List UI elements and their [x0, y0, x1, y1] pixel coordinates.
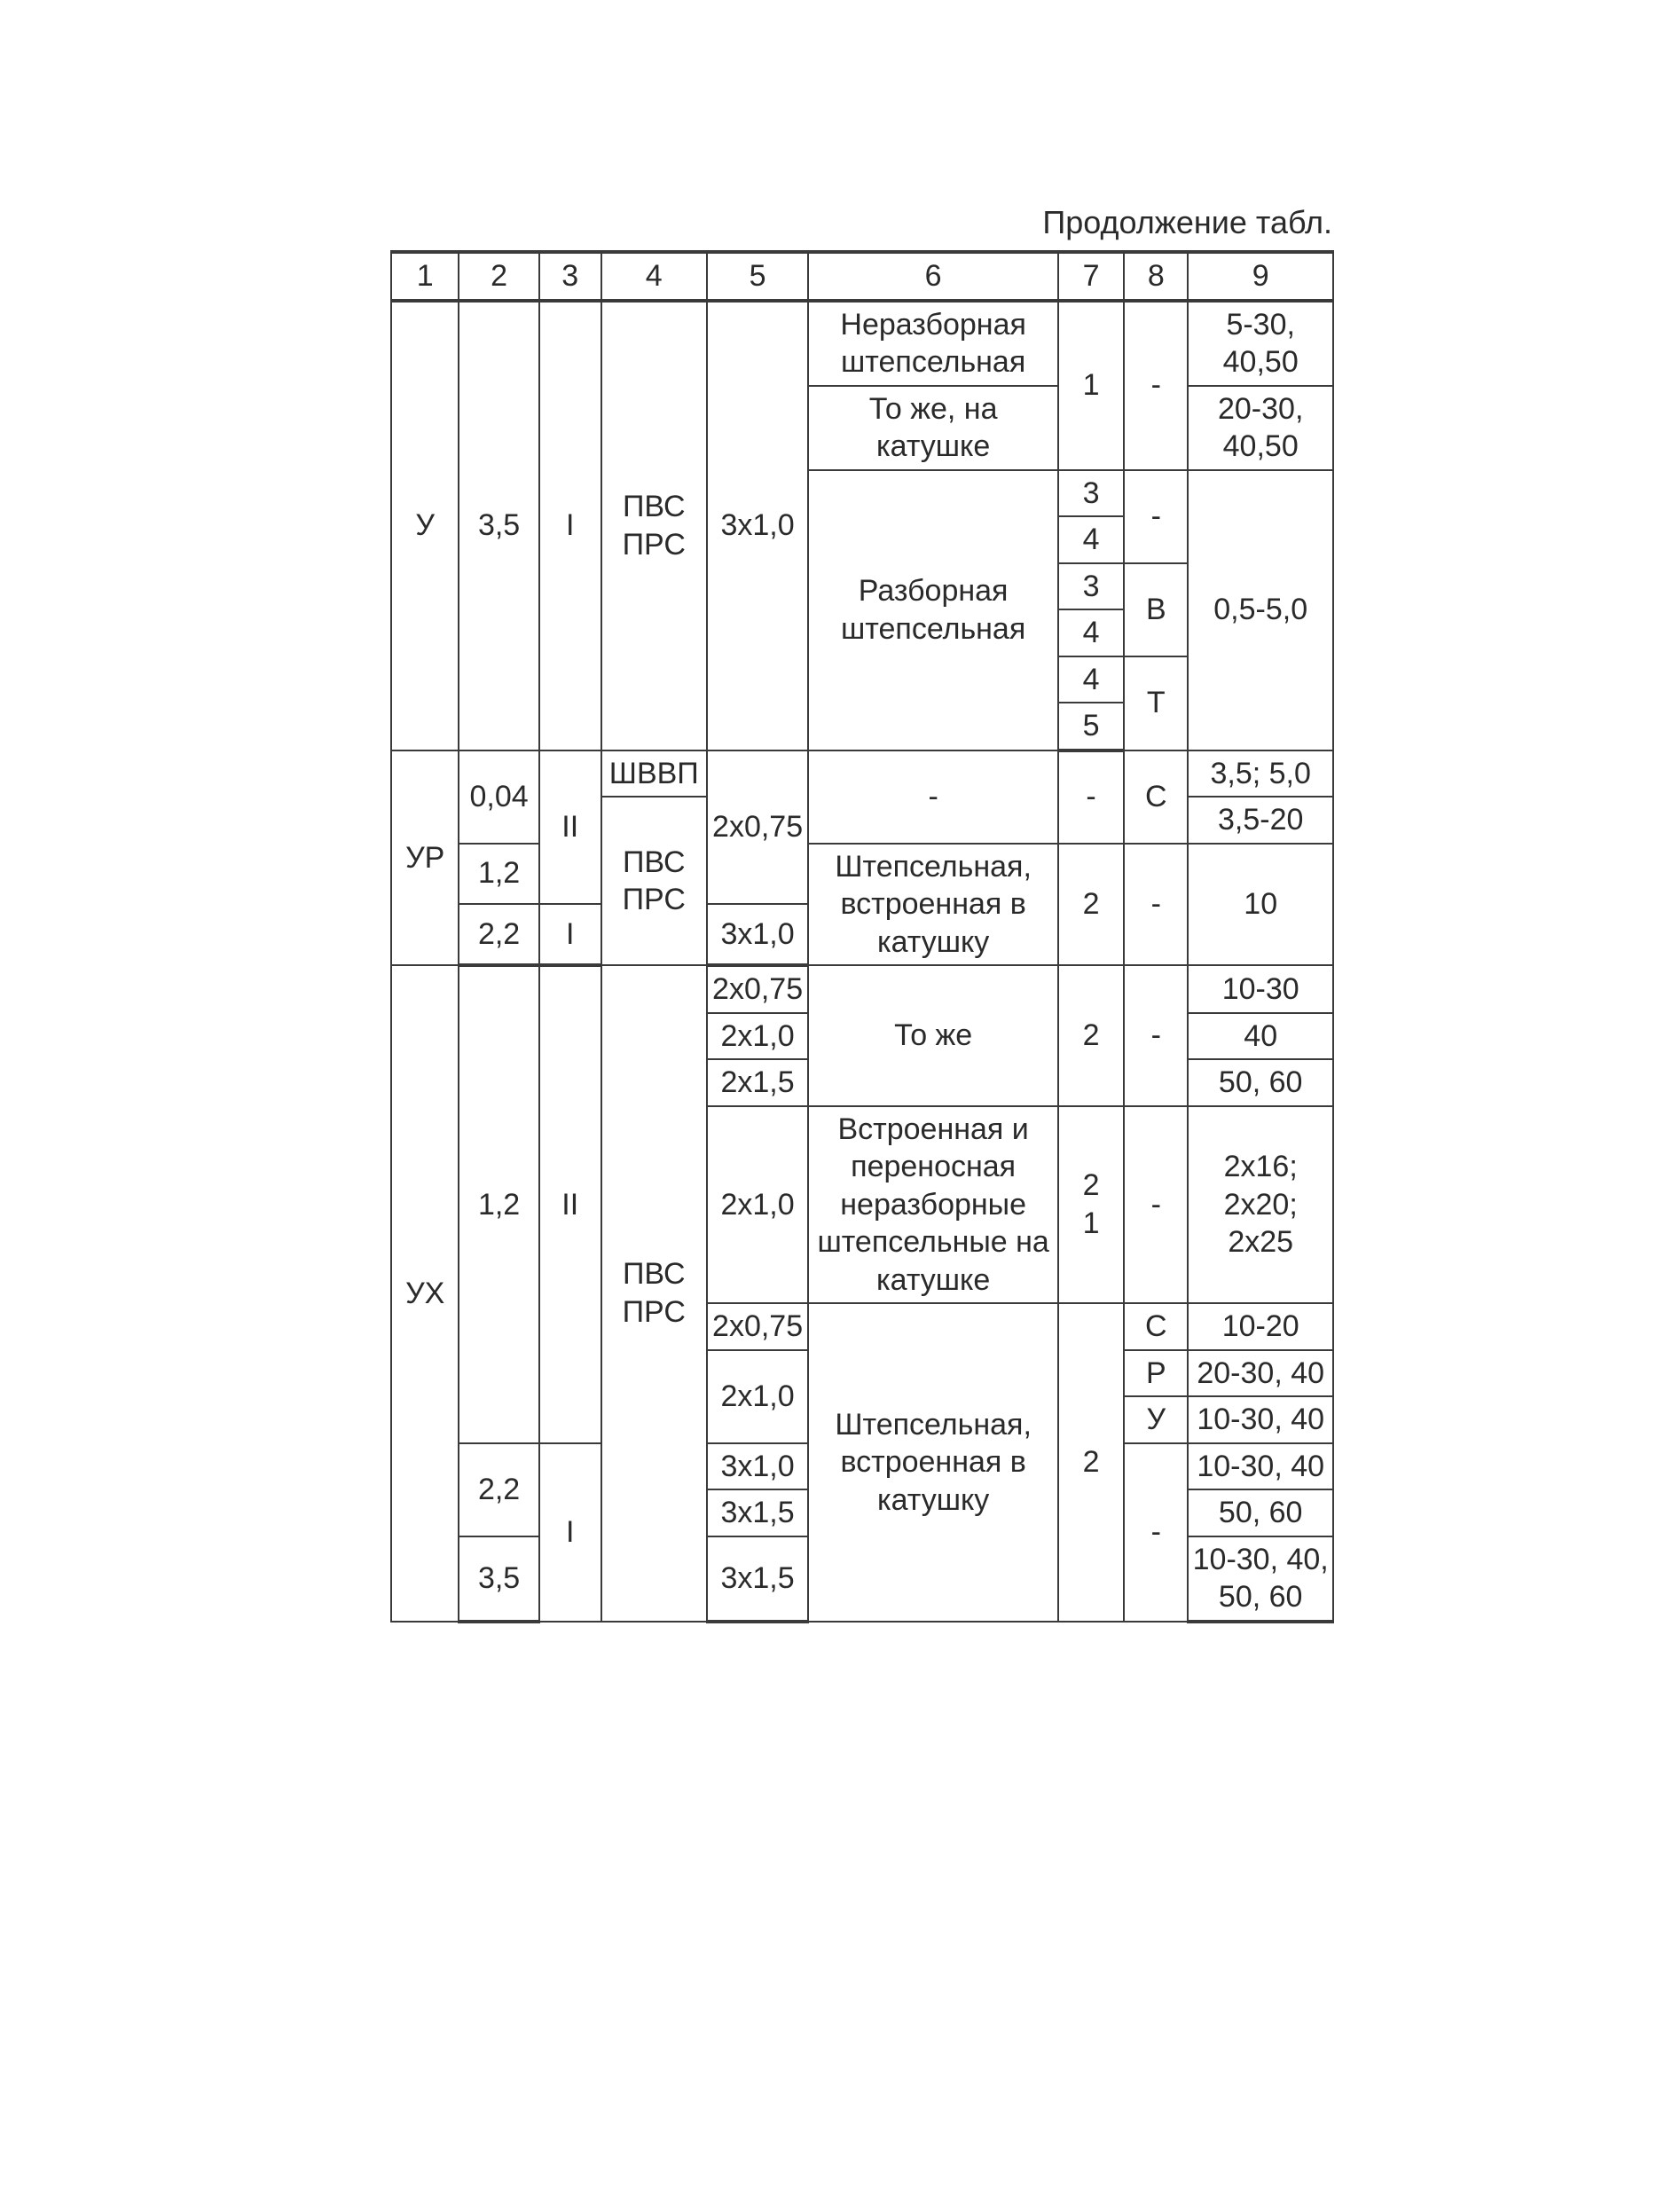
cell: 1,2	[459, 844, 538, 904]
col-header: 4	[601, 252, 707, 301]
cell: 2	[1058, 1303, 1124, 1622]
table-row: УР 0,04 II ШВВП 2x0,75 - - С 3,5; 5,0	[391, 750, 1333, 798]
col-header: 2	[459, 252, 538, 301]
cell: УХ	[391, 965, 459, 1622]
col-header: 6	[808, 252, 1057, 301]
cell: 20-30, 40	[1188, 1350, 1333, 1397]
cell: 5	[1058, 703, 1124, 750]
cell: Разборная штепсельная	[808, 470, 1057, 750]
cell: 10-30	[1188, 965, 1333, 1013]
cell: 10	[1188, 844, 1333, 966]
cell: I	[539, 904, 601, 965]
cell: 2,2	[459, 1443, 538, 1536]
table-header-row: 1 2 3 4 5 6 7 8 9	[391, 252, 1333, 301]
cell: Т	[1124, 656, 1188, 750]
cell: То же	[808, 965, 1057, 1106]
cell: 2x16; 2x20; 2x25	[1188, 1106, 1333, 1304]
cell: С	[1124, 1303, 1188, 1350]
cell: Штепсельная, встроенная в катушку	[808, 1303, 1057, 1622]
cell: ПВС ПРС	[601, 797, 707, 965]
cell: 3x1,0	[707, 301, 809, 750]
cell: 3x1,5	[707, 1536, 809, 1622]
cell: У	[1124, 1396, 1188, 1443]
cell: Штепсельная, встроенная в катушку	[808, 844, 1057, 966]
cell: I	[539, 301, 601, 750]
cell: 3x1,0	[707, 904, 809, 965]
col-header: 9	[1188, 252, 1333, 301]
cell: 3	[1058, 470, 1124, 517]
cell: Неразборная штепсельная	[808, 301, 1057, 386]
cell: 2x0,75	[707, 750, 809, 904]
cell: ШВВП	[601, 750, 707, 798]
col-header: 7	[1058, 252, 1124, 301]
cell: 5-30, 40,50	[1188, 301, 1333, 386]
cell: ПВС ПРС	[601, 301, 707, 750]
cell: То же, на катушке	[808, 386, 1057, 470]
cell: -	[1058, 750, 1124, 844]
col-header: 1	[391, 252, 459, 301]
cell: В	[1124, 563, 1188, 656]
cell: 10-30, 40	[1188, 1443, 1333, 1490]
cell: ПВС ПРС	[601, 965, 707, 1622]
cell: Встроенная и переносная неразборные штеп…	[808, 1106, 1057, 1304]
cell: 20-30, 40,50	[1188, 386, 1333, 470]
cell: 1,2	[459, 965, 538, 1443]
cell: УР	[391, 750, 459, 966]
cell: 4	[1058, 516, 1124, 563]
cell: 10-20	[1188, 1303, 1333, 1350]
col-header: 5	[707, 252, 809, 301]
cell: -	[1124, 1443, 1188, 1622]
cell: 0,5-5,0	[1188, 470, 1333, 750]
cell: У	[391, 301, 459, 750]
cell: 2x1,0	[707, 1013, 809, 1060]
table-row: УХ 1,2 II ПВС ПРС 2x0,75 То же 2 - 10-30	[391, 965, 1333, 1013]
cell: 1	[1058, 301, 1124, 470]
cell: 2	[1058, 844, 1124, 966]
cell: 3,5	[459, 301, 538, 750]
cell: -	[1124, 1106, 1188, 1304]
cell: -	[1124, 844, 1188, 966]
cell: С	[1124, 750, 1188, 844]
col-header: 3	[539, 252, 601, 301]
cell: 2x0,75	[707, 1303, 809, 1350]
cell: 2x0,75	[707, 965, 809, 1013]
cell: 3,5; 5,0	[1188, 750, 1333, 798]
cell: 10-30, 40, 50, 60	[1188, 1536, 1333, 1622]
cell: II	[539, 965, 601, 1443]
col-header: 8	[1124, 252, 1188, 301]
cell: 50, 60	[1188, 1059, 1333, 1106]
cell: 3x1,0	[707, 1443, 809, 1490]
cell: Р	[1124, 1350, 1188, 1397]
cell: 2x1,5	[707, 1059, 809, 1106]
cell: 2x1,0	[707, 1106, 809, 1304]
cell: 2	[1058, 965, 1124, 1106]
cell: 2,2	[459, 904, 538, 965]
cell: -	[1124, 301, 1188, 470]
cell: -	[1124, 965, 1188, 1106]
cell: 50, 60	[1188, 1489, 1333, 1536]
cell: I	[539, 1443, 601, 1622]
cell: 4	[1058, 609, 1124, 656]
cell: 0,04	[459, 750, 538, 844]
cell: -	[1124, 470, 1188, 563]
cell: 10-30, 40	[1188, 1396, 1333, 1443]
cell: 2x1,0	[707, 1350, 809, 1443]
cell: 4	[1058, 656, 1124, 703]
cell: 3,5-20	[1188, 797, 1333, 844]
table-row: У 3,5 I ПВС ПРС 3x1,0 Неразборная штепсе…	[391, 301, 1333, 386]
cell: 3	[1058, 563, 1124, 610]
table-row: 1,2 Штепсельная, встроенная в катушку 2 …	[391, 844, 1333, 904]
cell: -	[808, 750, 1057, 844]
cell: II	[539, 750, 601, 904]
cell: 3x1,5	[707, 1489, 809, 1536]
cell: 2 1	[1058, 1106, 1124, 1304]
data-table: 1 2 3 4 5 6 7 8 9 У 3,5 I ПВС ПРС 3x1,0 …	[390, 250, 1334, 1623]
table-caption: Продолжение табл.	[390, 204, 1334, 241]
cell: 40	[1188, 1013, 1333, 1060]
cell: 3,5	[459, 1536, 538, 1622]
